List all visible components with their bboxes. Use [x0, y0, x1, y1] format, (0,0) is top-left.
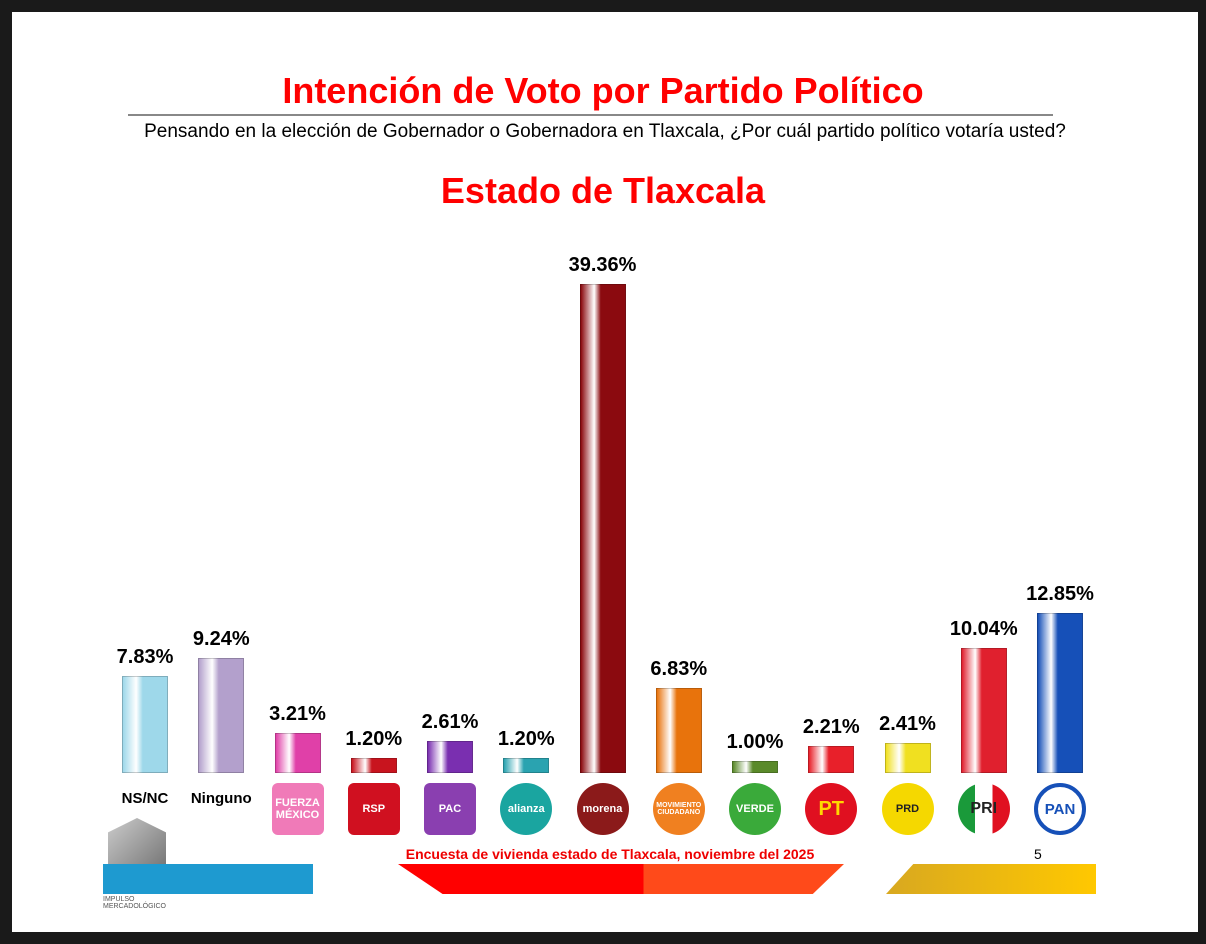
party-logo-pri: PRI [957, 783, 1010, 835]
footer-band-gold [886, 864, 1096, 894]
data-label: 39.36% [568, 254, 637, 276]
data-label: 9.24% [192, 628, 250, 651]
party-logo-fuerza-por-méxico: FUERZA MÉXICO [271, 783, 324, 835]
party-logo-pac: PAC [424, 783, 476, 835]
data-label: 2.41% [879, 713, 936, 736]
chart-subtitle: Pensando en la elección de Gobernador o … [144, 121, 1066, 142]
party-logo-verde: VERDE [729, 783, 781, 835]
data-label: 2.61% [421, 710, 479, 733]
party-logo-alianza: alianza [500, 783, 553, 835]
bar-4 [427, 740, 473, 773]
bar-11 [960, 648, 1007, 773]
page-number: 5 [1034, 846, 1042, 862]
data-label: 3.21% [269, 703, 326, 726]
bar-1 [198, 658, 245, 773]
bar-2 [274, 733, 321, 773]
data-label: 12.85% [1026, 583, 1094, 606]
bar-3 [350, 758, 397, 773]
category-label: Ninguno [190, 790, 252, 807]
bar-0 [122, 675, 168, 773]
region-title: Estado de Tlaxcala [440, 170, 766, 211]
data-label: 6.83% [650, 658, 708, 681]
data-label: 7.83% [116, 645, 174, 668]
data-label: 1.00% [726, 730, 784, 753]
data-label: 10.04% [949, 618, 1018, 641]
data-label: 1.20% [497, 728, 555, 751]
footer-source: Encuesta de vivienda estado de Tlaxcala,… [405, 846, 815, 862]
party-logo-pan: PAN [1034, 783, 1086, 835]
bar-7 [655, 688, 702, 773]
party-logo-morena: morena [576, 783, 629, 835]
footer-band-red [398, 864, 844, 894]
title-divider [128, 114, 1053, 116]
data-label: 1.20% [345, 728, 403, 751]
bar-6 [579, 284, 626, 773]
party-logo-prd: PRD [881, 783, 934, 835]
bar-9 [808, 745, 855, 773]
category-label: NS/NC [121, 790, 169, 807]
brand-name: IMPULSO MERCADOLÓGICO [103, 896, 167, 910]
party-logo-rsp: RSP [347, 783, 400, 835]
bar-5 [503, 758, 550, 773]
data-label: 2.21% [802, 715, 860, 738]
chart-title: Intención de Voto por Partido Político [282, 70, 924, 111]
bar-12 [1037, 613, 1083, 773]
bar-8 [732, 760, 778, 773]
bar-10 [884, 743, 931, 773]
footer-band-blue [103, 864, 313, 894]
party-logo-movimiento-ciudadano: MOVIMIENTO CIUDADANO [652, 783, 705, 835]
party-logo-pt: PT [805, 783, 858, 835]
